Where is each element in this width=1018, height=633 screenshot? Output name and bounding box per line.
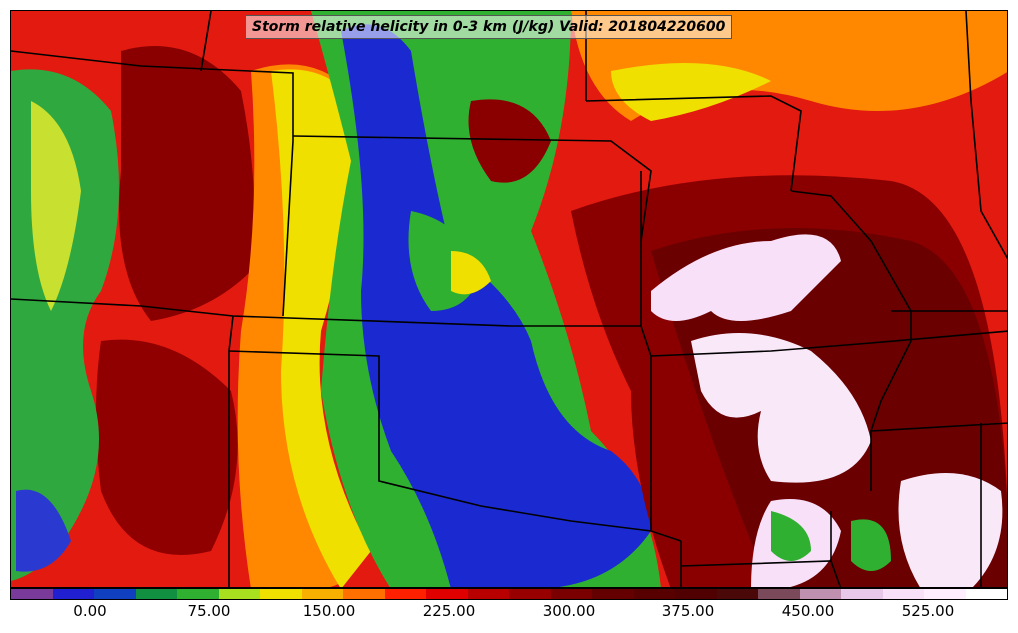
colorbar-segment — [467, 589, 509, 599]
colorbar — [10, 588, 1008, 600]
colorbar-tick-labels: 0.00 75.00 150.00 225.00 300.00 375.00 450.00 5… — [10, 602, 1008, 624]
colorbar-segment — [924, 589, 966, 599]
field-south-green-2 — [851, 519, 891, 571]
state-boundaries — [11, 11, 1007, 587]
field-south-green — [771, 511, 811, 561]
colorbar-segment — [509, 589, 551, 599]
field-north-yellow — [611, 63, 771, 121]
field-north-dark — [468, 99, 551, 183]
colorbar-segment — [177, 589, 219, 599]
colorbar-segment — [841, 589, 883, 599]
field-high-core-4 — [898, 473, 1003, 587]
colorbar-segment — [343, 589, 385, 599]
colorbar-tick-label: 525.00 — [901, 602, 955, 620]
field-plains-blue — [341, 24, 651, 587]
colorbar-segment — [426, 589, 468, 599]
colorbar-segment — [52, 589, 94, 599]
colorbar-segment — [758, 589, 800, 599]
colorbar-segment — [218, 589, 260, 599]
colorbar-tick-label: 75.00 — [187, 602, 231, 620]
colorbar-segment — [11, 589, 53, 599]
colorbar-segment — [716, 589, 758, 599]
colorbar-tick-label: 225.00 — [422, 602, 476, 620]
colorbar-segment — [675, 589, 717, 599]
colorbar-segment — [882, 589, 924, 599]
colorbar-segment — [965, 589, 1007, 599]
helicity-map — [11, 11, 1007, 587]
colorbar-segment — [301, 589, 343, 599]
colorbar-segment — [550, 589, 592, 599]
field-west-dark — [119, 46, 255, 321]
field-mtn-blue — [16, 489, 71, 572]
colorbar-tick-label: 300.00 — [542, 602, 596, 620]
colorbar-segment — [799, 589, 841, 599]
colorbar-segment — [94, 589, 136, 599]
colorbar-segment — [592, 589, 634, 599]
map-panel — [10, 10, 1008, 588]
colorbar-tick-label: 450.00 — [781, 602, 835, 620]
colorbar-tick-label: 375.00 — [661, 602, 715, 620]
colorbar-segment — [135, 589, 177, 599]
colorbar-segment — [633, 589, 675, 599]
colorbar-tick-label: 0.00 — [73, 602, 107, 620]
colorbar-tick-label: 150.00 — [302, 602, 356, 620]
map-title: Storm relative helicity in 0-3 km (J/kg)… — [245, 15, 733, 39]
field-mtn-yellow — [31, 101, 81, 311]
field-plains-yellow-spot — [451, 251, 491, 295]
colorbar-segment — [260, 589, 302, 599]
field-high-core-2 — [691, 333, 871, 483]
field-high-core-1 — [651, 234, 841, 321]
colorbar-segment — [384, 589, 426, 599]
field-west-dark-2 — [96, 339, 238, 555]
